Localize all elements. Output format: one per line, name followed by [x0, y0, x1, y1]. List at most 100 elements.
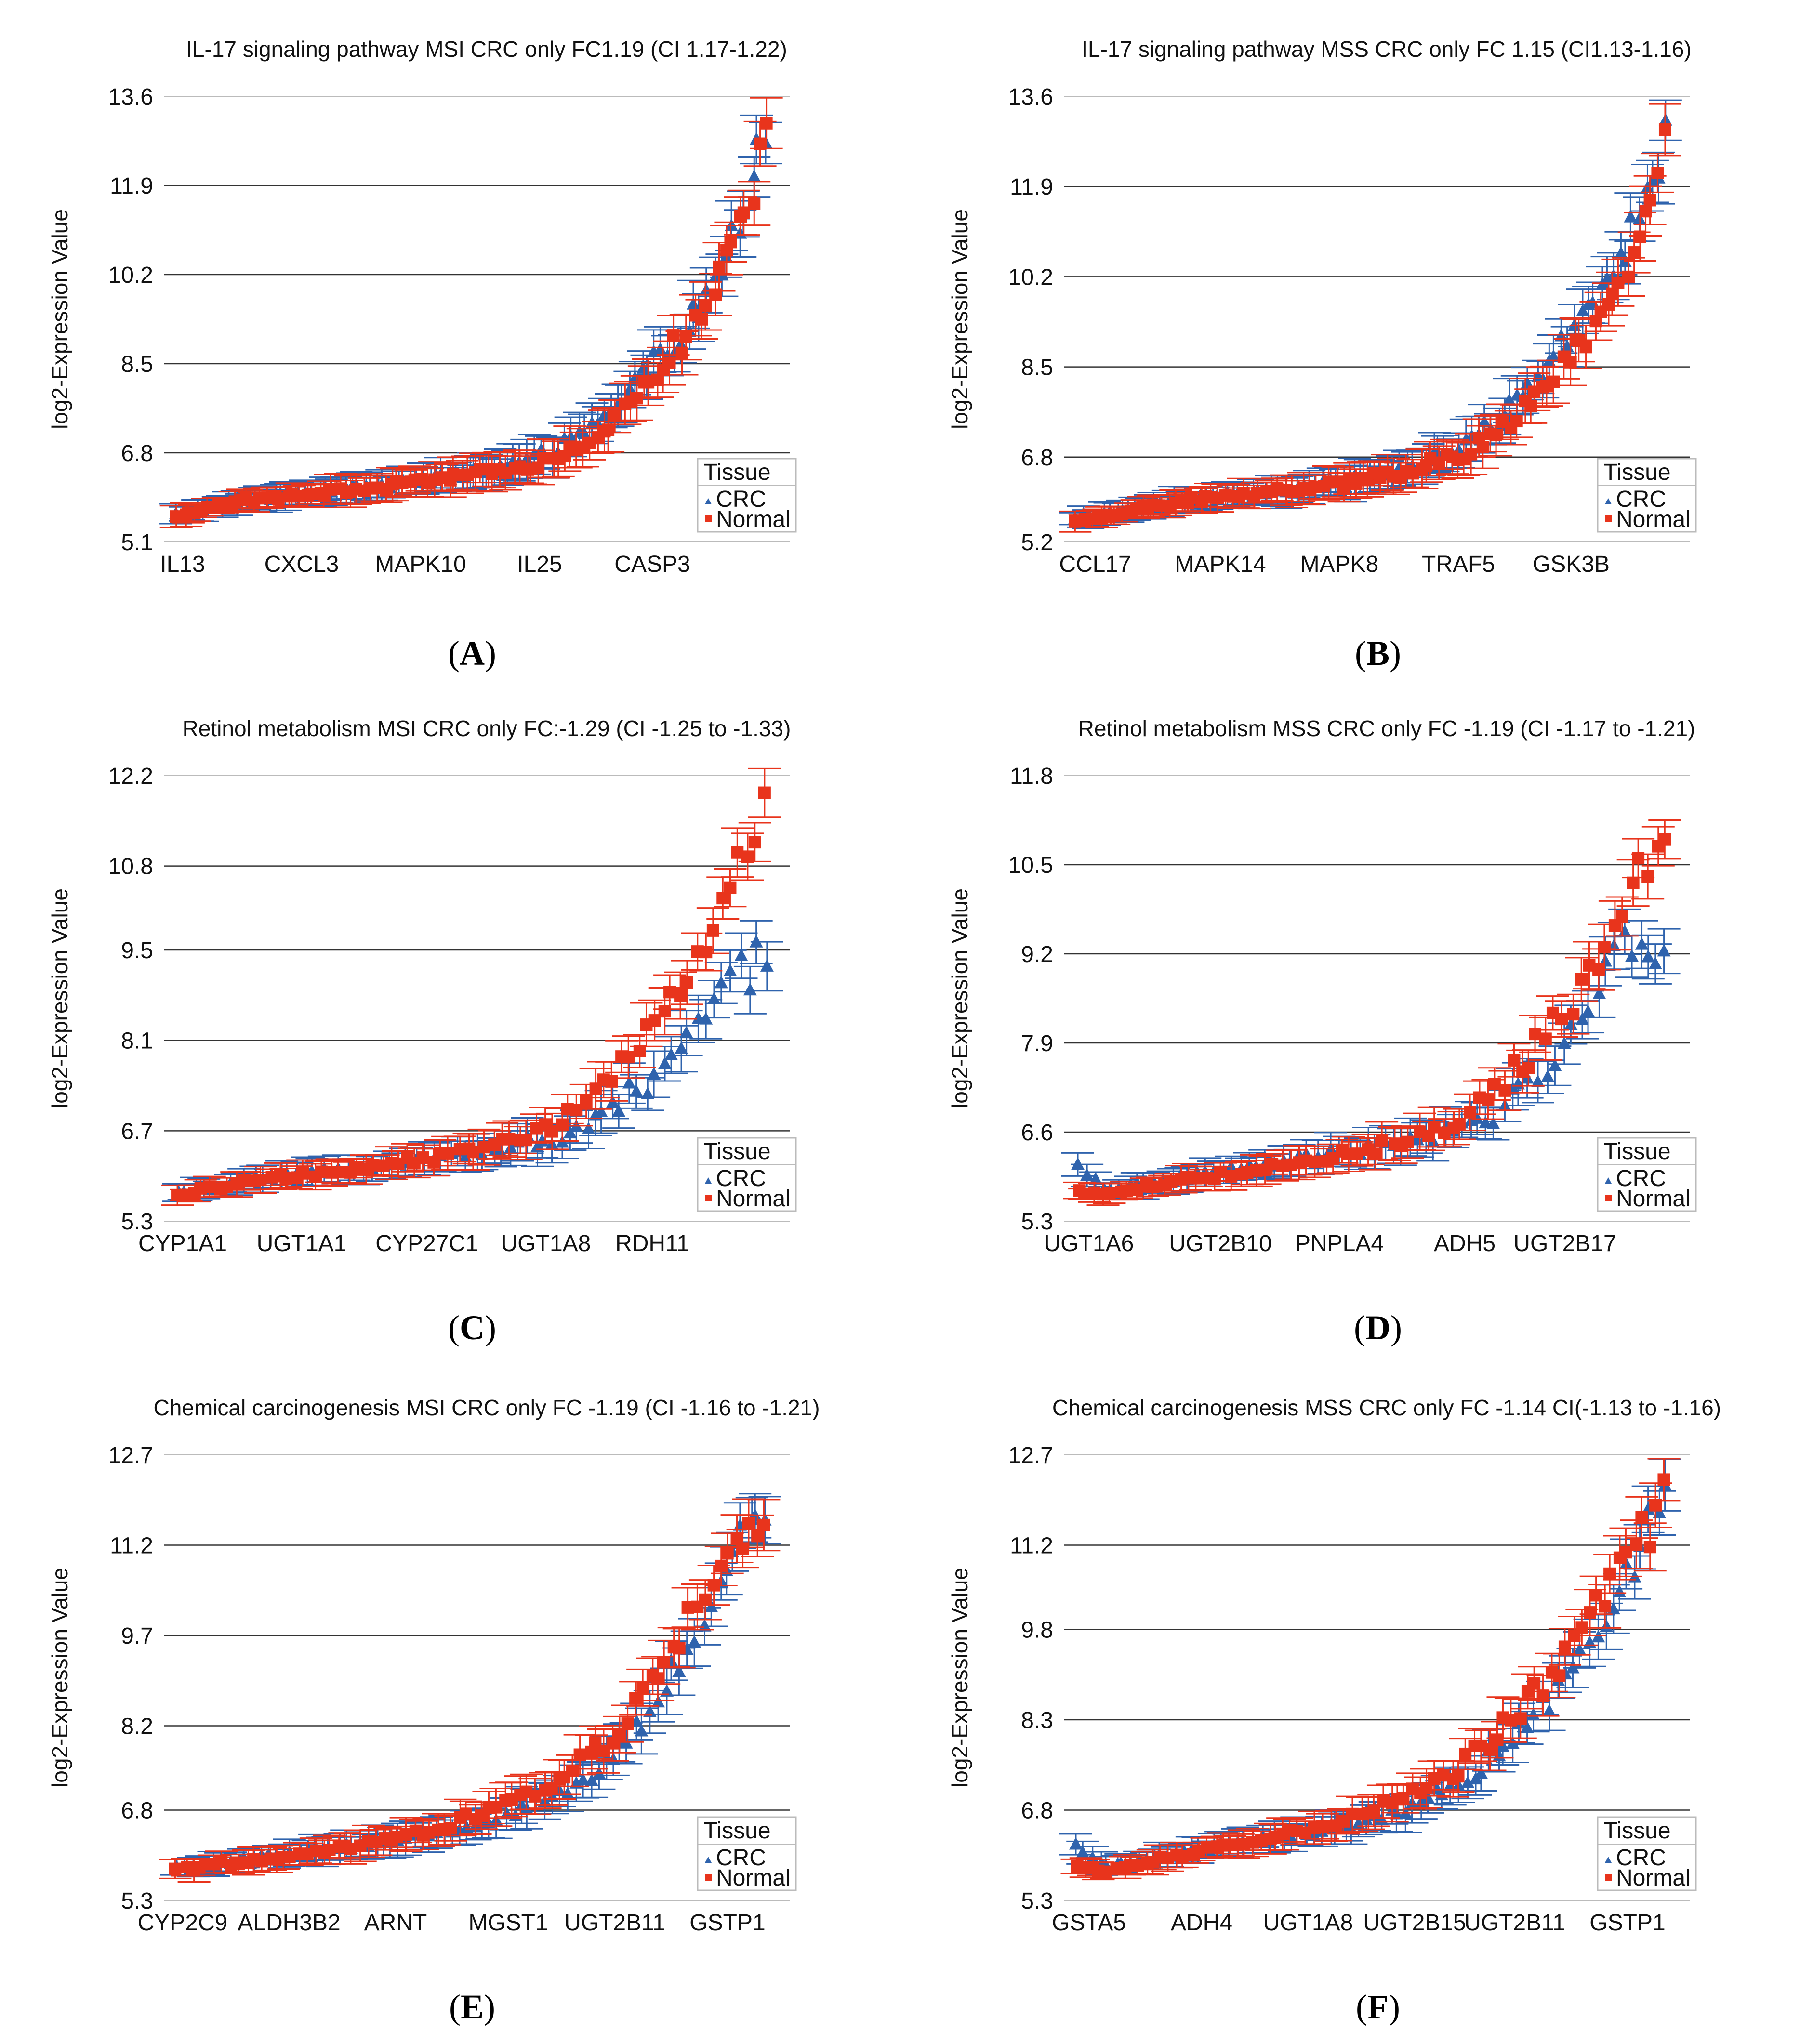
- y-tick-label: 5.3: [121, 1209, 153, 1235]
- x-tick-label: GSTP1: [689, 1910, 765, 1936]
- chart-title: Retinol metabolism MSI CRC only FC:-1.29…: [183, 716, 791, 741]
- series-normal: [1060, 1458, 1681, 1881]
- chart-panel-a: IL-17 signaling pathway MSI CRC only FC1…: [0, 0, 900, 679]
- normal-point: [747, 1499, 781, 1552]
- legend-normal-label: Normal: [716, 1186, 791, 1212]
- x-tick-label: UGT1A1: [257, 1231, 347, 1256]
- x-tick-label: MGST1: [468, 1910, 548, 1936]
- crc-point: [1639, 943, 1672, 985]
- y-tick-label: 5.3: [121, 1888, 153, 1914]
- x-tick-label: MAPK14: [1175, 552, 1266, 577]
- y-tick-label: 9.8: [1021, 1618, 1053, 1643]
- chart-panel-b: IL-17 signaling pathway MSS CRC only FC …: [900, 0, 1800, 679]
- legend-crc-label: CRC: [1616, 487, 1666, 512]
- normal-point: [1518, 372, 1551, 411]
- series-normal: [159, 1498, 781, 1883]
- legend-normal-label: Normal: [716, 507, 791, 532]
- legend-crc-label: CRC: [716, 1166, 766, 1191]
- crc-point: [733, 965, 767, 1015]
- y-axis-label: log2-Expression Value: [947, 888, 972, 1108]
- legend-crc-marker: [705, 1177, 712, 1184]
- x-tick-label: PNPLA4: [1295, 1231, 1384, 1256]
- legend-title: Tissue: [703, 460, 771, 485]
- normal-point: [738, 181, 771, 226]
- normal-point: [244, 1166, 277, 1194]
- x-tick-label: UGT1A6: [1044, 1231, 1134, 1256]
- legend-normal-marker: [1605, 515, 1612, 522]
- normal-point: [748, 767, 781, 818]
- x-tick-label: ADH4: [1171, 1910, 1232, 1936]
- crc-point: [554, 1115, 587, 1151]
- y-tick-label: 10.2: [1008, 264, 1053, 290]
- normal-point: [689, 932, 723, 972]
- x-tick-label: IL13: [160, 552, 205, 577]
- normal-point: [714, 221, 747, 263]
- legend-crc-marker: [1605, 498, 1612, 504]
- crc-point: [665, 1025, 698, 1073]
- normal-point: [456, 1133, 490, 1171]
- x-tick-label: ALDH3B2: [238, 1910, 340, 1936]
- y-tick-label: 5.3: [1021, 1209, 1053, 1235]
- legend-crc-marker: [1605, 1857, 1612, 1863]
- y-tick-label: 11.8: [1010, 764, 1053, 789]
- normal-point: [1365, 1121, 1399, 1160]
- chart-title: IL-17 signaling pathway MSI CRC only FC1…: [186, 37, 787, 62]
- crc-point: [725, 932, 758, 979]
- y-tick-label: 10.5: [1008, 853, 1053, 878]
- x-tick-label: RDH11: [615, 1231, 689, 1256]
- y-axis-label: log2-Expression Value: [947, 1568, 972, 1788]
- y-tick-label: 5.2: [1021, 530, 1053, 555]
- normal-point: [546, 1107, 579, 1142]
- crc-point: [1631, 934, 1665, 980]
- series-crc: [1059, 99, 1682, 529]
- normal-point: [1588, 1584, 1622, 1629]
- panel-label-d: (D): [1354, 1308, 1402, 1347]
- chart-c: Retinol metabolism MSI CRC only FC:-1.29…: [47, 716, 797, 1256]
- normal-point: [603, 1715, 636, 1754]
- normal-point: [1511, 1673, 1544, 1710]
- legend-title: Tissue: [703, 1139, 771, 1164]
- normal-point: [1442, 1760, 1475, 1793]
- normal-point: [1340, 1141, 1374, 1167]
- normal-point: [714, 868, 747, 908]
- normal-point: [1625, 1496, 1658, 1539]
- normal-point: [750, 97, 783, 149]
- normal-point: [1069, 1857, 1102, 1878]
- normal-point: [1298, 1145, 1331, 1178]
- legend-title: Tissue: [703, 1818, 771, 1844]
- x-tick-label: CYP1A1: [138, 1231, 227, 1256]
- legend-title: Tissue: [1603, 1139, 1671, 1164]
- y-tick-label: 12.2: [108, 764, 153, 789]
- panel-label-a: (A): [448, 634, 496, 673]
- legend-normal-label: Normal: [1616, 1186, 1691, 1212]
- normal-point: [612, 1035, 645, 1079]
- legend-normal-marker: [705, 1195, 712, 1201]
- crc-point: [1451, 1766, 1484, 1800]
- normal-point: [1455, 433, 1488, 475]
- y-tick-label: 10.2: [108, 263, 153, 288]
- y-tick-label: 11.9: [1010, 174, 1053, 200]
- x-tick-label: UGT1A8: [501, 1231, 591, 1256]
- legend-crc-label: CRC: [716, 1845, 766, 1871]
- y-tick-label: 9.2: [1021, 942, 1053, 967]
- y-axis-label: log2-Expression Value: [47, 888, 72, 1108]
- legend-normal-marker: [705, 515, 712, 522]
- normal-point: [1359, 1137, 1392, 1171]
- normal-point: [1447, 442, 1481, 476]
- y-tick-label: 8.5: [1021, 355, 1053, 381]
- chart-title: Chemical carcinogenesis MSS CRC only FC …: [1052, 1395, 1721, 1420]
- crc-point: [1531, 1059, 1564, 1094]
- normal-point: [1616, 859, 1650, 907]
- x-tick-label: ARNT: [364, 1910, 427, 1936]
- normal-point: [1565, 957, 1598, 1002]
- normal-point: [741, 1514, 774, 1558]
- crc-point: [1647, 928, 1681, 975]
- x-tick-label: UGT1A8: [1263, 1910, 1353, 1936]
- legend-normal-label: Normal: [1616, 507, 1691, 532]
- series-normal: [1063, 819, 1681, 1206]
- x-tick-label: MAPK10: [375, 552, 466, 577]
- series-normal: [161, 767, 781, 1206]
- normal-point: [1633, 1522, 1667, 1572]
- normal-point: [1306, 1813, 1339, 1840]
